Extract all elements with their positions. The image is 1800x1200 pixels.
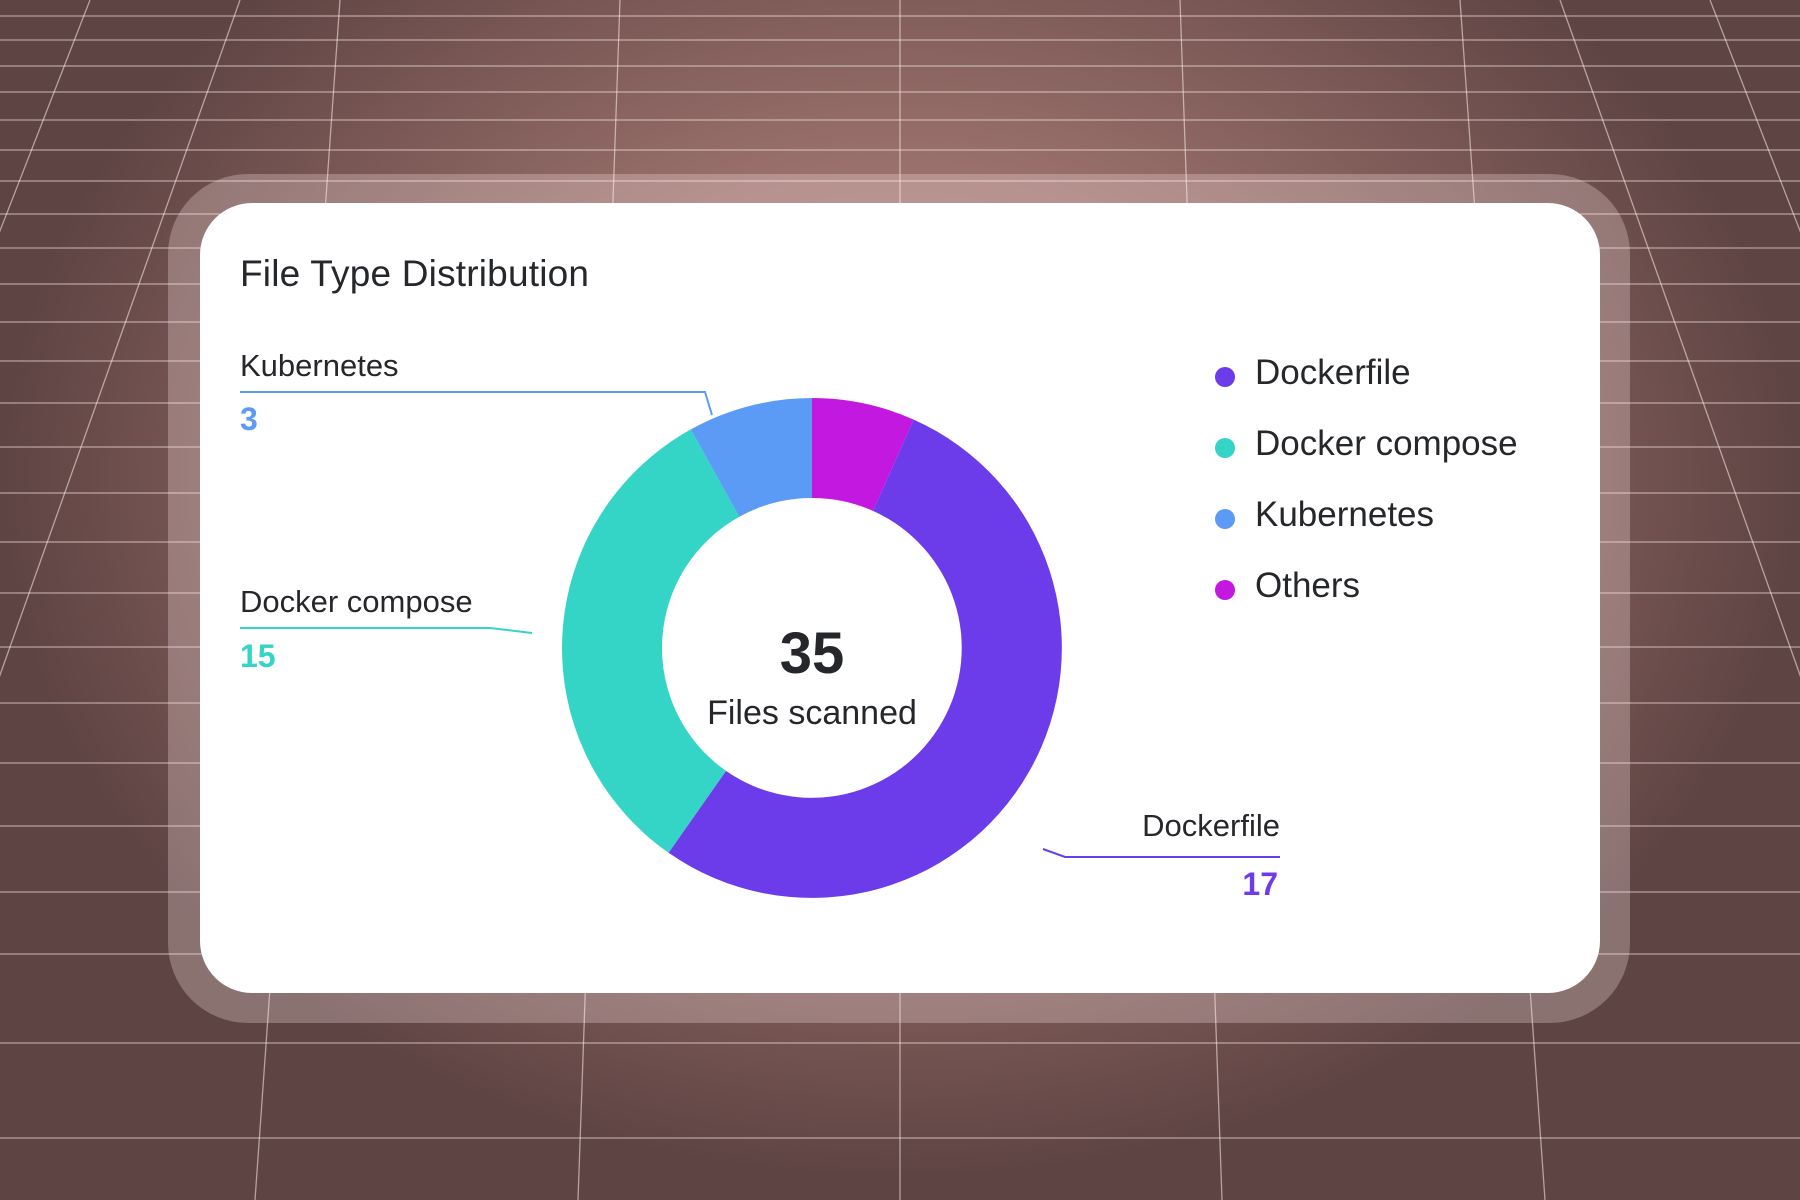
callout-docker-compose-name: Docker compose bbox=[240, 584, 473, 619]
slice-docker-compose[interactable] bbox=[562, 429, 740, 853]
legend-label: Dockerfile bbox=[1255, 353, 1411, 392]
legend-label: Kubernetes bbox=[1255, 495, 1435, 534]
callout-kubernetes-value: 3 bbox=[240, 401, 258, 437]
slice-dockerfile[interactable] bbox=[668, 419, 1062, 898]
file-type-distribution-card: File Type Distribution Kubernetes 3 Dock… bbox=[200, 203, 1600, 993]
slice-others[interactable] bbox=[812, 398, 914, 511]
legend-label: Others bbox=[1255, 566, 1361, 605]
slice-kubernetes[interactable] bbox=[690, 398, 812, 517]
total-files-label: Files scanned bbox=[707, 694, 917, 732]
legend-dot-icon bbox=[1215, 580, 1235, 600]
legend-dot-icon bbox=[1215, 438, 1235, 458]
donut-chart bbox=[240, 391, 1280, 898]
legend-label: Docker compose bbox=[1255, 424, 1518, 463]
callout-docker-compose-value: 15 bbox=[240, 638, 276, 674]
card-title: File Type Distribution bbox=[240, 253, 590, 294]
leader-line-docker-compose bbox=[240, 627, 533, 634]
total-files-count: 35 bbox=[779, 621, 845, 686]
callout-dockerfile-value: 17 bbox=[1242, 866, 1278, 902]
legend-dot-icon bbox=[1215, 367, 1235, 387]
legend-dot-icon bbox=[1215, 509, 1235, 529]
leader-line-dockerfile bbox=[1042, 848, 1280, 858]
callout-dockerfile-name: Dockerfile bbox=[1142, 808, 1280, 843]
leader-line-kubernetes bbox=[240, 391, 713, 416]
callout-kubernetes-name: Kubernetes bbox=[240, 348, 399, 383]
